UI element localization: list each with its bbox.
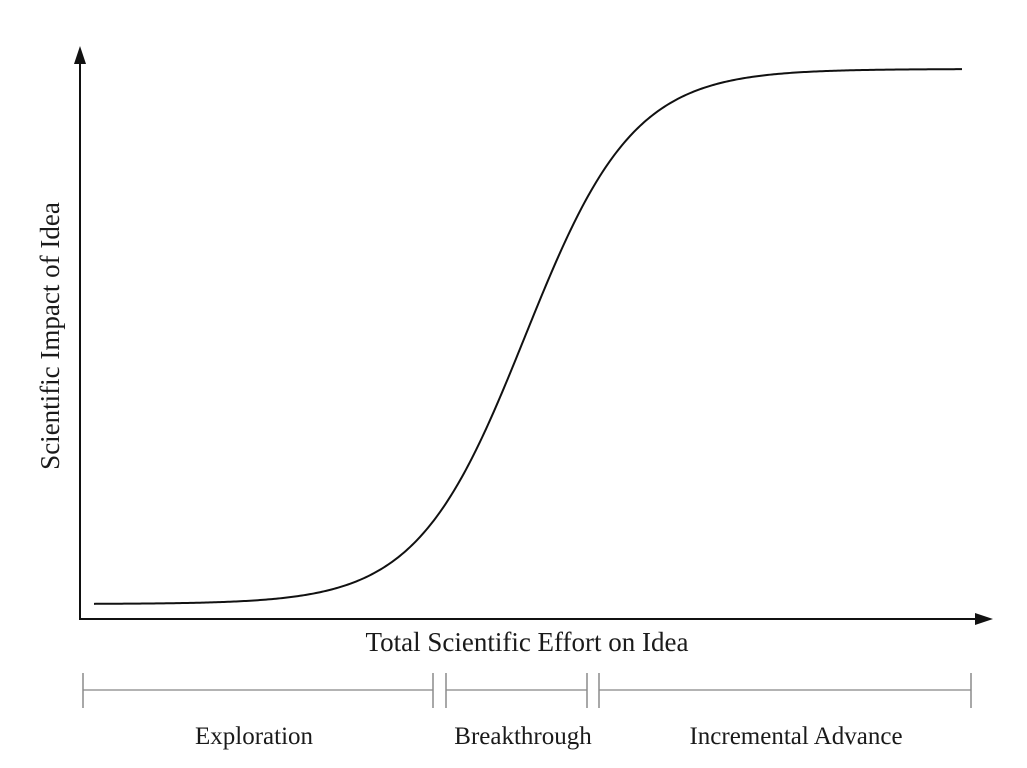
y-axis-label: Scientific Impact of Idea xyxy=(35,202,65,470)
s-curve-line xyxy=(93,68,963,605)
x-axis-arrow-icon xyxy=(975,613,993,625)
phase-exploration: Exploration xyxy=(82,673,434,750)
phase-label-breakthrough: Breakthrough xyxy=(454,723,592,750)
phase-label-exploration: Exploration xyxy=(195,723,314,750)
phase-breakthrough: Breakthrough xyxy=(445,673,592,750)
phase-label-incremental-advance: Incremental Advance xyxy=(689,723,902,750)
phase-incremental-advance: Incremental Advance xyxy=(598,673,972,750)
y-axis-arrow-icon xyxy=(74,46,86,64)
x-axis-label: Total Scientific Effort on Idea xyxy=(366,627,689,657)
